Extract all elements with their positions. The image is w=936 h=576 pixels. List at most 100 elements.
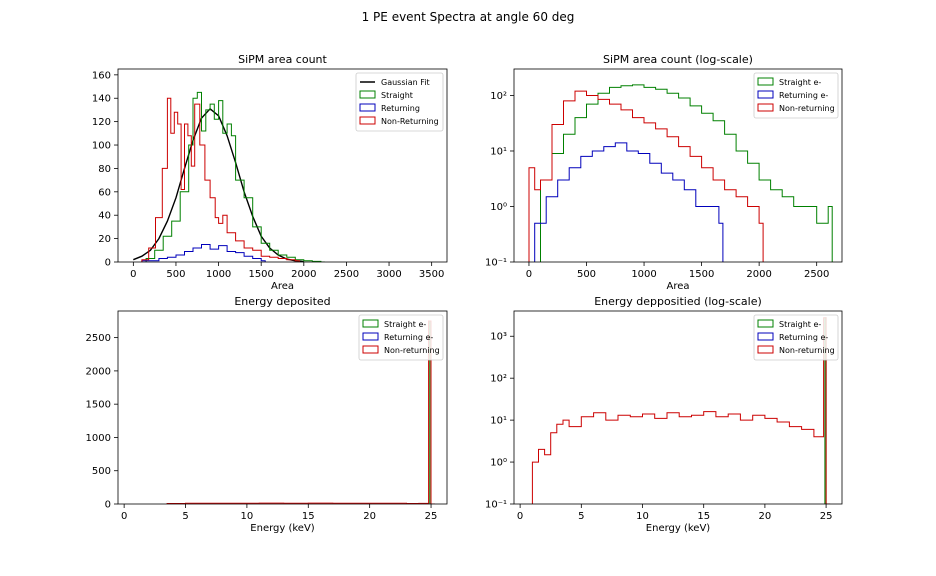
legend-swatch [359, 116, 376, 125]
legend-swatch [359, 103, 376, 112]
x-axis-label: Area [666, 281, 689, 292]
x-axis-label: Energy (keV) [250, 523, 315, 534]
x-tick-label: 1500 [689, 269, 714, 280]
x-tick-label: 3000 [376, 269, 401, 280]
y-tick-label: 40 [98, 211, 111, 222]
series-2-3 [528, 90, 764, 262]
legend-label: Straight e- [384, 320, 426, 329]
y-tick-label: 2500 [86, 333, 111, 344]
x-tick-label: 2500 [804, 269, 829, 280]
x-tick-label: 0 [130, 269, 136, 280]
x-tick-label: 15 [697, 511, 710, 522]
legend-label: Non-Returning [381, 117, 439, 126]
legend-label: Returning e- [779, 91, 828, 100]
legend-swatch [757, 319, 774, 328]
legend-box [753, 314, 839, 361]
plot-area [528, 84, 833, 262]
y-tick-label: 20 [98, 234, 111, 245]
series-3-3 [166, 320, 435, 504]
legend-label: Gaussian Fit [381, 78, 430, 87]
y-tick-label: 10⁰ [490, 202, 507, 213]
chart-panel-1: 0 500 1000 1500 2000 2500 3000 3500 0 20 40 60 80 100… [92, 53, 448, 292]
x-tick-label: 5 [182, 511, 188, 522]
legend-swatch [359, 90, 376, 99]
x-tick-label: 2000 [291, 269, 316, 280]
y-tick-label: 120 [92, 117, 111, 128]
x-tick-label: 15 [302, 511, 315, 522]
y-tick-label: 80 [98, 164, 111, 175]
legend-swatch [757, 345, 774, 354]
plot-area [133, 91, 325, 262]
y-tick-label: 10¹ [490, 416, 507, 427]
y-tick-label: 100 [92, 141, 111, 152]
x-tick-label: 25 [820, 511, 833, 522]
legend-label: Returning e- [779, 333, 828, 342]
y-tick-label: 0 [105, 258, 111, 269]
y-tick-label: 500 [92, 466, 111, 477]
x-tick-label: 20 [363, 511, 376, 522]
series-2-1 [540, 84, 833, 262]
x-tick-label: 10 [241, 511, 254, 522]
x-tick-label: 1000 [631, 269, 656, 280]
legend: Straight e- Returning e- Non-returning [753, 314, 839, 361]
chart-panel-4: 0 5 10 15 20 25 10⁻¹ 10⁰ 10¹ 10² 10³ Energy depposi… [485, 295, 843, 534]
axes-frame [117, 310, 448, 505]
y-tick-label: 0 [105, 500, 111, 511]
x-axis-label: Energy (keV) [646, 523, 711, 534]
legend-swatch [757, 103, 774, 112]
x-tick-label: 0 [517, 511, 523, 522]
series-1-4 [141, 97, 300, 262]
series-1-1 [133, 107, 304, 262]
x-tick-label: 25 [425, 511, 438, 522]
x-tick-label: 20 [759, 511, 772, 522]
y-tick-label: 10⁰ [490, 458, 507, 469]
legend: Straight e- Returning e- Non-returning [753, 72, 839, 119]
y-tick-label: 10⁻¹ [485, 500, 507, 511]
legend-swatch [757, 332, 774, 341]
series-1-3 [141, 244, 266, 262]
y-tick-label: 160 [92, 70, 111, 81]
legend-swatch [757, 77, 774, 86]
y-tick-label: 1500 [86, 400, 111, 411]
y-tick-label: 1000 [86, 433, 111, 444]
x-tick-label: 0 [121, 511, 127, 522]
y-tick-label: 60 [98, 187, 111, 198]
chart-title: Energy deppositied (log-scale) [594, 295, 762, 308]
axes-frame [513, 310, 843, 505]
legend-label: Returning e- [384, 333, 433, 342]
x-tick-label: 1000 [206, 269, 231, 280]
y-tick-label: 10³ [490, 332, 507, 343]
legend-swatch [362, 319, 379, 328]
x-tick-label: 10 [636, 511, 649, 522]
legend: Straight e- Returning e- Non-returning [358, 314, 444, 361]
legend-label: Non-returning [779, 346, 835, 355]
figure-suptitle: 1 PE event Spectra at angle 60 deg [361, 10, 575, 24]
legend-box [355, 72, 444, 132]
chart-panel-3: 0 5 10 15 20 25 0 500 1000 1500 2000 2500 Energy dep… [86, 295, 448, 534]
legend-label: Straight e- [779, 78, 821, 87]
legend-swatch [757, 90, 774, 99]
series-4-3 [531, 317, 831, 504]
y-tick-label: 10⁻¹ [485, 258, 507, 269]
legend-swatch [362, 332, 379, 341]
y-tick-label: 10² [490, 374, 507, 385]
legend: Gaussian Fit Straight Returning Non-Returni… [355, 72, 444, 132]
x-tick-label: 0 [526, 269, 532, 280]
series-2-2 [534, 142, 724, 262]
x-tick-label: 500 [166, 269, 185, 280]
legend-label: Non-returning [384, 346, 440, 355]
legend-label: Straight e- [779, 320, 821, 329]
y-tick-label: 140 [92, 94, 111, 105]
y-tick-label: 2000 [86, 366, 111, 377]
series-1-2 [145, 91, 325, 262]
x-tick-label: 1500 [248, 269, 273, 280]
chart-title: SiPM area count (log-scale) [603, 53, 753, 66]
x-tick-label: 500 [577, 269, 596, 280]
chart-title: SiPM area count [238, 53, 327, 66]
chart-panel-2: 0 500 1000 1500 2000 2500 10⁻¹ 10⁰ 10¹ 10² SiPM ar… [485, 53, 843, 292]
axes-frame [513, 68, 843, 263]
x-tick-label: 3500 [419, 269, 444, 280]
legend-box [358, 314, 444, 361]
axes-frame [117, 68, 448, 263]
legend-box [753, 72, 839, 119]
